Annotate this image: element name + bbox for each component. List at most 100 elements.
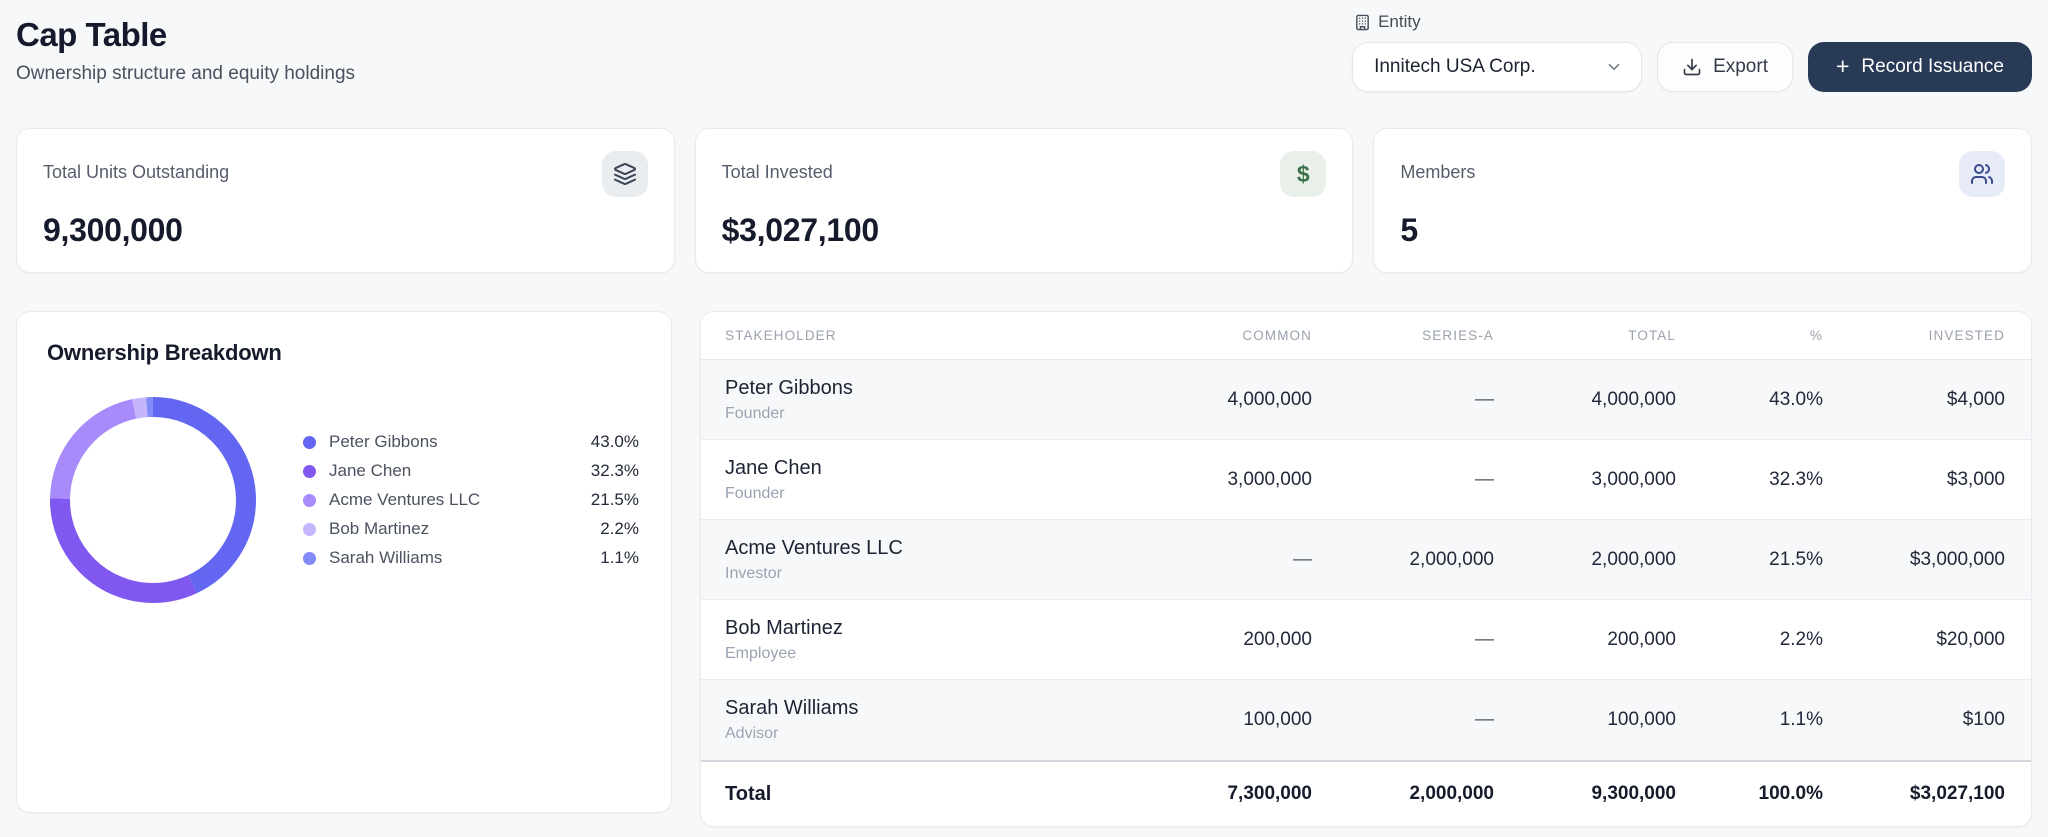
ownership-donut-chart [50,397,256,603]
entity-label-row: Entity [1354,12,2032,32]
total-invested: $3,027,100 [1909,783,2005,804]
legend-item: Acme Ventures LLC 21.5% [303,490,639,511]
entity-select-value: Innitech USA Corp. [1374,56,1536,77]
legend-dot [303,551,316,565]
total-pct: 100.0% [1758,783,1823,804]
stakeholder-role: Employee [725,644,797,662]
stat-cards: Total Units Outstanding 9,300,000 Total … [16,128,2032,273]
stat-value: 5 [1400,212,1418,248]
total-total: 9,300,000 [1591,783,1676,804]
ownership-title: Ownership Breakdown [47,340,282,365]
table-row: Jane Chen Founder 3,000,000 — 3,000,000 32.3%… [701,440,2031,520]
legend-name: Acme Ventures LLC [329,490,481,509]
stat-label: Total Invested [721,162,833,182]
stat-value: $3,027,100 [721,212,879,248]
legend-percentage: 2.2% [600,519,639,538]
page-subtitle: Ownership structure and equity holdings [16,63,356,84]
series-a-cell: — [1475,628,1494,650]
cap-table-card: STAKEHOLDER COMMON SERIES-A TOTAL % INVE… [700,311,2032,827]
table-row: Bob Martinez Employee 200,000 — 200,000 2.2% $… [701,600,2031,680]
table-row: Peter Gibbons Founder 4,000,000 — 4,000,000 4… [701,360,2031,440]
column-header-series-a: SERIES-A [1422,328,1494,343]
pct-cell: 1.1% [1779,709,1823,730]
stakeholder-name: Sarah Williams [725,697,859,719]
table-body: Peter Gibbons Founder 4,000,000 — 4,000,000 4… [701,360,2031,760]
common-cell: 100,000 [1243,709,1312,730]
export-label: Export [1713,56,1768,77]
ownership-breakdown-card: Ownership Breakdown Peter Gibbons 43.0% Ja… [16,311,672,813]
total-cell: 200,000 [1607,628,1676,650]
stat-label: Total Units Outstanding [43,162,230,182]
total-cell: 100,000 [1607,709,1676,730]
common-cell: 3,000,000 [1227,468,1312,490]
legend-item: Sarah Williams 1.1% [303,548,639,569]
table-header-row: STAKEHOLDER COMMON SERIES-A TOTAL % INVE… [701,312,2031,360]
donut-segment-5 [50,397,256,603]
stakeholder-cell: Bob Martinez Employee [725,617,1132,663]
dollar-icon: $ [1280,151,1327,197]
column-header-stakeholder: STAKEHOLDER [725,328,837,343]
series-a-cell: — [1475,468,1494,490]
invested-cell: $4,000 [1946,388,2005,410]
legend-dot [303,493,316,507]
stakeholder-name: Peter Gibbons [725,376,853,399]
export-button[interactable]: Export [1657,42,1793,92]
legend-percentage: 21.5% [590,490,639,509]
common-cell: 200,000 [1243,628,1312,650]
stakeholder-role: Founder [725,404,785,422]
pct-cell: 21.5% [1769,548,1823,570]
record-issuance-button[interactable]: + Record Issuance [1807,42,2032,92]
entity-label: Entity [1378,12,1421,31]
layers-icon [601,151,648,197]
pct-cell: 43.0% [1769,388,1823,410]
ownership-legend: Peter Gibbons 43.0% Jane Chen 32.3% Acme Ven… [303,432,641,569]
invested-cell: $3,000 [1946,468,2005,490]
stakeholder-role: Founder [725,484,785,502]
legend-percentage: 1.1% [600,548,639,567]
stakeholder-cell: Sarah Williams Advisor [725,697,1132,743]
header-controls: Innitech USA Corp. [1352,42,2032,92]
page-title: Cap Table [16,16,167,53]
stakeholder-name: Jane Chen [725,456,822,479]
total-series-a: 2,000,000 [1409,783,1494,804]
building-icon [1354,14,1371,31]
table-total-row: Total 7,300,000 2,000,000 9,300,000 100.… [701,760,2031,826]
total-common: 7,300,000 [1227,783,1312,804]
legend-name: Bob Martinez [329,519,430,538]
users-icon [1959,151,2005,197]
column-header-total: TOTAL [1628,328,1676,343]
legend-name: Peter Gibbons [329,432,438,451]
column-header-pct: % [1809,328,1823,343]
topbar: Cap Table Ownership structure and equity… [16,0,2032,92]
legend-percentage: 43.0% [590,432,639,451]
pct-cell: 32.3% [1769,468,1823,490]
invested-cell: $3,000,000 [1909,548,2005,570]
entity-select[interactable]: Innitech USA Corp. [1352,42,1643,92]
legend-item: Peter Gibbons 43.0% [303,432,639,453]
stat-label: Members [1400,162,1476,182]
legend-dot [303,435,316,449]
total-cell: 2,000,000 [1591,548,1676,570]
legend-item: Bob Martinez 2.2% [303,519,639,540]
plus-icon: + [1835,52,1850,79]
stat-card-total-invested: Total Invested $3,027,100 $ [694,128,1354,273]
common-cell: 4,000,000 [1227,388,1312,410]
legend-name: Sarah Williams [329,548,443,567]
invested-cell: $100 [1962,709,2005,730]
stat-card-members: Members 5 [1373,128,2032,273]
legend-dot [303,522,316,536]
column-header-invested: INVESTED [1928,328,2005,343]
donut-segment-2 [50,397,256,603]
series-a-cell: 2,000,000 [1409,548,1494,570]
total-cell: 4,000,000 [1591,388,1676,410]
legend-dot [303,464,316,478]
legend-percentage: 32.3% [590,461,639,480]
stakeholder-name: Acme Ventures LLC [725,536,903,559]
common-cell: — [1293,548,1312,570]
title-block: Cap Table Ownership structure and equity… [16,0,355,85]
column-header-common: COMMON [1242,328,1312,343]
table-row: Acme Ventures LLC Investor — 2,000,000 2,000… [701,520,2031,600]
stat-value: 9,300,000 [43,212,183,248]
stakeholder-cell: Peter Gibbons Founder [725,377,1132,423]
stakeholder-role: Advisor [725,725,779,742]
